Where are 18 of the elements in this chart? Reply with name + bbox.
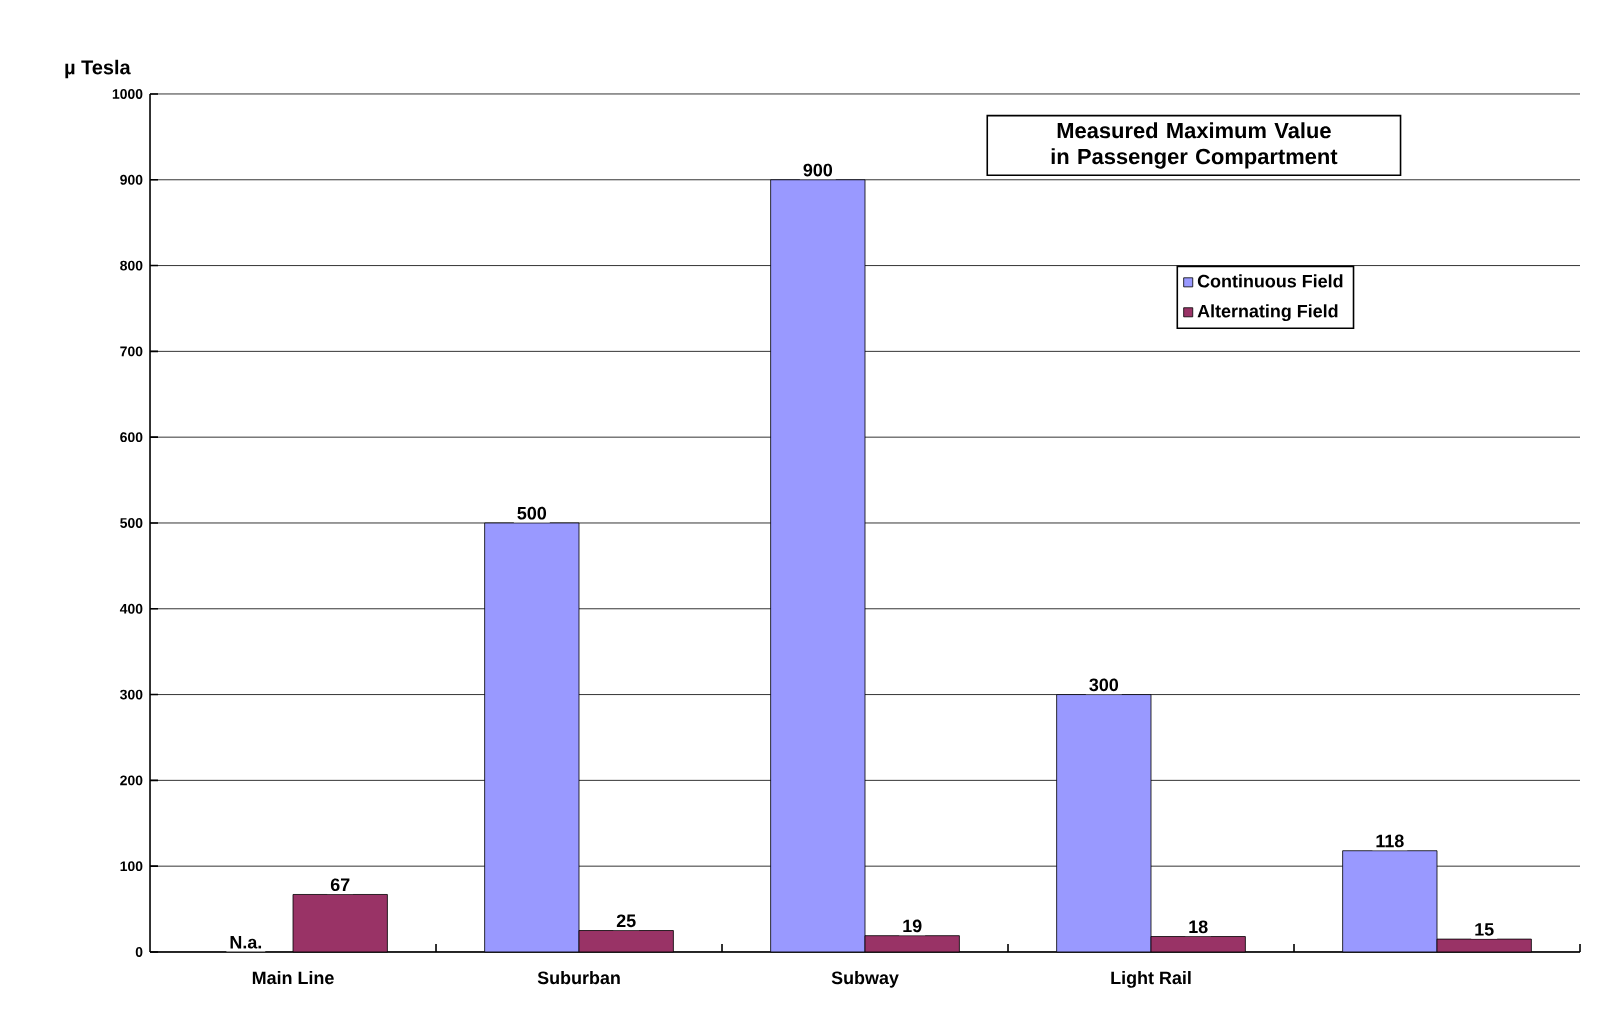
- data-label: 500: [517, 506, 547, 520]
- data-label: 300: [1089, 678, 1119, 692]
- data-label: 19: [903, 919, 922, 933]
- text: Measured Maximum Value in Passenger Compartment: [1051, 122, 1338, 169]
- legend-label: Continuous Field: [1197, 274, 1343, 288]
- legend-label: Alternating Field: [1197, 304, 1338, 322]
- x-tick-label: Subway: [831, 971, 899, 988]
- x-tick-label: Suburban: [537, 971, 620, 985]
- data-label: 900: [803, 163, 833, 177]
- data-label: 18: [1189, 920, 1208, 934]
- text: N.a.: [230, 936, 262, 949]
- data-label: 67: [330, 878, 350, 892]
- data-label: 15: [1475, 923, 1494, 936]
- x-tick-label: Main Line: [252, 971, 334, 985]
- data-label: 25: [616, 914, 636, 928]
- y-axis-title: µ Tesla: [65, 59, 131, 79]
- x-tick-label: Light Rail: [1111, 971, 1191, 988]
- data-label: 118: [1376, 834, 1404, 848]
